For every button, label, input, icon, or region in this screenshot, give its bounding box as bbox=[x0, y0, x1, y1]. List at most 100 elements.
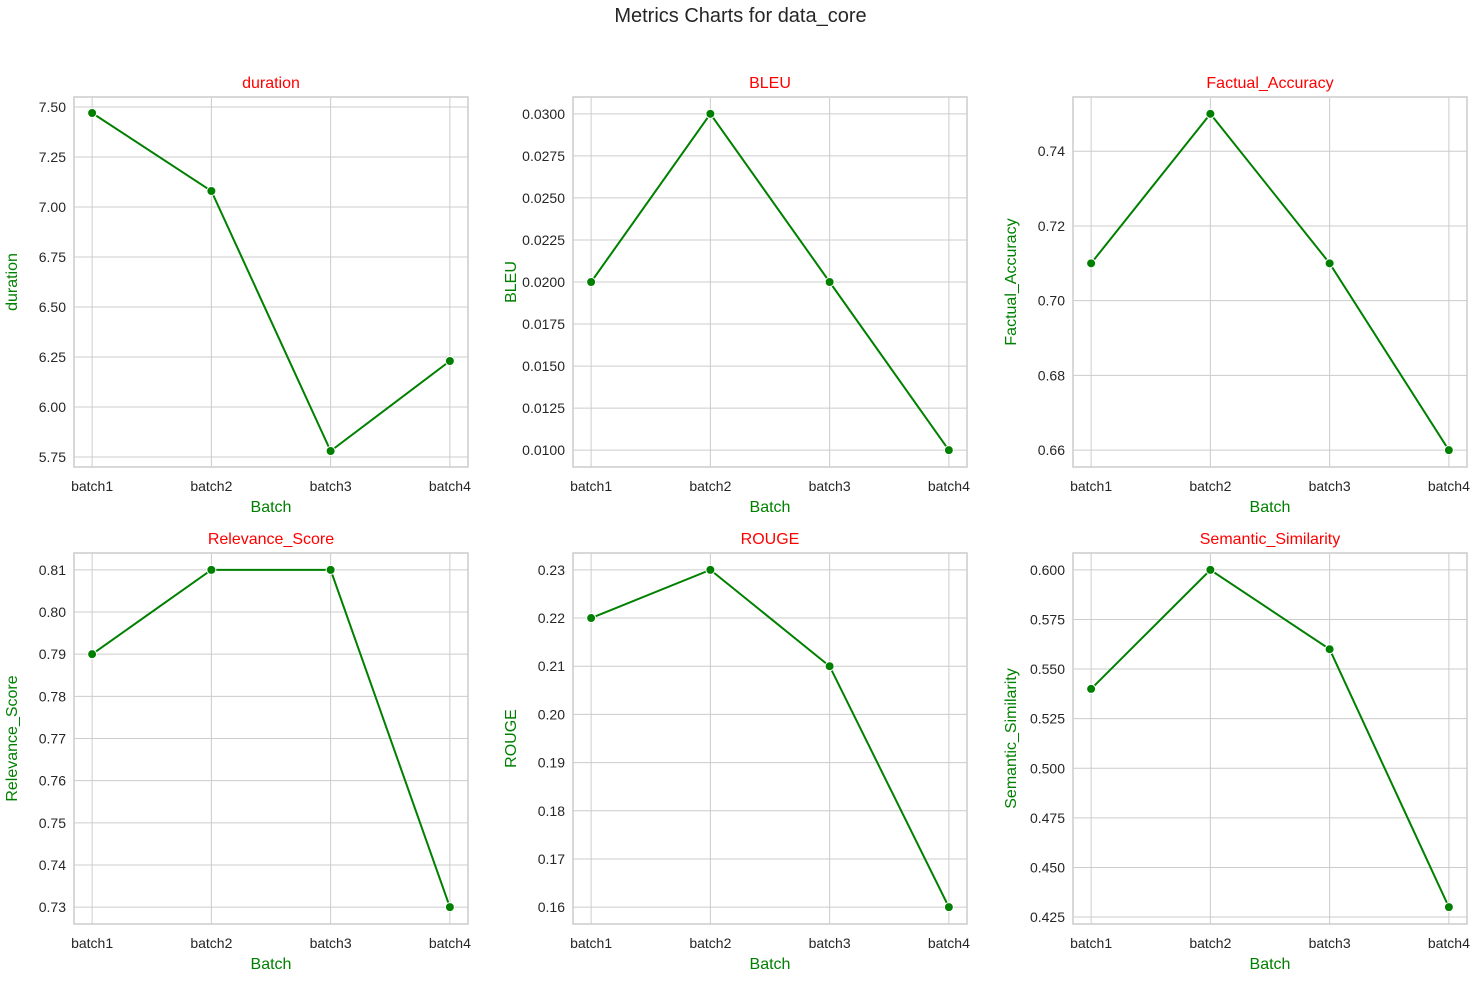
y-tick-label: 0.79 bbox=[39, 646, 66, 662]
data-point bbox=[1443, 902, 1454, 913]
series-line bbox=[1090, 112, 1450, 451]
panel-title: ROUGE bbox=[741, 531, 800, 548]
y-tick-label: 0.525 bbox=[1030, 711, 1065, 727]
series-line bbox=[1090, 568, 1450, 908]
y-tick-label: 0.500 bbox=[1030, 760, 1065, 776]
chart-panel-5: 0.16 0.17 0.18 0.19 0.20 0.21 0.22 0.23 batch1 ba… bbox=[503, 531, 970, 973]
y-tick-label: 0.0200 bbox=[522, 274, 565, 290]
data-point bbox=[1205, 564, 1216, 575]
x-axis-label: Batch bbox=[1250, 956, 1291, 973]
y-tick-label: 0.475 bbox=[1030, 810, 1065, 826]
data-point bbox=[1443, 445, 1454, 456]
y-tick-label: 0.0300 bbox=[522, 106, 565, 122]
y-tick-label: 0.17 bbox=[538, 851, 565, 867]
data-point bbox=[824, 661, 835, 672]
series-line bbox=[91, 112, 451, 453]
y-tick-label: 0.21 bbox=[538, 658, 565, 674]
y-tick-label: 0.70 bbox=[1038, 293, 1065, 309]
y-tick-label: 6.50 bbox=[39, 299, 66, 315]
chart-panel-4: 0.73 0.74 0.75 0.76 0.77 0.78 0.79 0.80 0.81 batc… bbox=[4, 531, 471, 973]
x-axis-label: Batch bbox=[750, 956, 791, 973]
x-tick-label: batch2 bbox=[1189, 478, 1231, 494]
y-tick-label: 0.600 bbox=[1030, 562, 1065, 578]
figure-title: Metrics Charts for data_core bbox=[614, 5, 867, 27]
y-tick-label: 6.00 bbox=[39, 399, 66, 415]
y-axis-label: Semantic_Similarity bbox=[1003, 668, 1020, 808]
x-tick-label: batch1 bbox=[1070, 478, 1112, 494]
y-tick-label: 0.74 bbox=[1038, 143, 1065, 159]
x-tick-label: batch3 bbox=[1309, 478, 1351, 494]
x-tick-label: batch3 bbox=[809, 478, 851, 494]
y-tick-label: 0.0225 bbox=[522, 232, 565, 248]
x-axis-label: Batch bbox=[251, 956, 292, 973]
data-point bbox=[1324, 644, 1335, 655]
y-tick-label: 0.77 bbox=[39, 731, 66, 747]
x-tick-label: batch4 bbox=[928, 478, 970, 494]
x-axis-label: Batch bbox=[1250, 499, 1291, 516]
chart-panel-6: 0.425 0.450 0.475 0.500 0.525 0.550 0.575 0.600… bbox=[1003, 531, 1470, 973]
panel-title: BLEU bbox=[749, 75, 791, 92]
y-tick-label: 7.00 bbox=[39, 199, 66, 215]
data-point bbox=[1086, 258, 1097, 269]
series-line bbox=[590, 112, 950, 451]
y-tick-label: 7.25 bbox=[39, 149, 66, 165]
x-tick-label: batch4 bbox=[429, 935, 471, 951]
x-tick-label: batch4 bbox=[429, 478, 471, 494]
chart-panel-2: 0.0100 0.0125 0.0150 0.0175 0.0200 0.0225 0.02… bbox=[503, 75, 970, 516]
x-tick-label: batch2 bbox=[1189, 935, 1231, 951]
data-point bbox=[325, 564, 336, 575]
y-axis-label: Factual_Accuracy bbox=[1003, 218, 1020, 345]
y-tick-label: 0.78 bbox=[39, 688, 66, 704]
data-point bbox=[87, 108, 98, 118]
plot-frame bbox=[73, 96, 469, 468]
data-point bbox=[943, 902, 954, 913]
x-tick-label: batch4 bbox=[928, 935, 970, 951]
y-tick-label: 0.575 bbox=[1030, 611, 1065, 627]
x-tick-label: batch4 bbox=[1428, 478, 1470, 494]
plot-frame bbox=[1072, 96, 1468, 468]
y-tick-label: 0.75 bbox=[39, 815, 66, 831]
y-tick-label: 0.74 bbox=[39, 857, 66, 873]
data-point bbox=[206, 186, 217, 196]
y-axis-label: Relevance_Score bbox=[4, 675, 21, 801]
x-tick-label: batch2 bbox=[190, 478, 232, 494]
x-tick-label: batch1 bbox=[570, 478, 612, 494]
x-tick-label: batch3 bbox=[1309, 935, 1351, 951]
plot-frame bbox=[73, 552, 469, 925]
data-point bbox=[1205, 108, 1216, 119]
y-axis-label: BLEU bbox=[503, 261, 520, 303]
data-point bbox=[705, 564, 716, 575]
chart-panel-3: 0.66 0.68 0.70 0.72 0.74 batch1 batch2 batch3 ba… bbox=[1003, 75, 1470, 516]
y-tick-label: 0.0175 bbox=[522, 316, 565, 332]
panel-title: Relevance_Score bbox=[208, 531, 334, 548]
chart-panel-1: 5.75 6.00 6.25 6.50 6.75 7.00 7.25 7.50 batch1 ba… bbox=[4, 75, 471, 516]
y-tick-label: 5.75 bbox=[39, 449, 66, 465]
x-tick-label: batch1 bbox=[71, 935, 113, 951]
x-tick-label: batch1 bbox=[570, 935, 612, 951]
y-tick-label: 0.16 bbox=[538, 899, 565, 915]
data-point bbox=[824, 277, 835, 287]
x-tick-label: batch3 bbox=[310, 478, 352, 494]
data-point bbox=[705, 108, 716, 119]
y-tick-label: 0.66 bbox=[1038, 442, 1065, 458]
y-tick-label: 0.73 bbox=[39, 899, 66, 915]
y-tick-label: 0.72 bbox=[1038, 218, 1065, 234]
series-line bbox=[590, 568, 950, 908]
plot-frame bbox=[572, 552, 968, 925]
x-tick-label: batch3 bbox=[310, 935, 352, 951]
data-point bbox=[586, 277, 597, 287]
y-tick-label: 0.76 bbox=[39, 773, 66, 789]
data-point bbox=[586, 613, 597, 624]
x-axis-label: Batch bbox=[251, 499, 292, 516]
data-point bbox=[1086, 683, 1097, 694]
x-tick-label: batch4 bbox=[1428, 935, 1470, 951]
panel-title: Semantic_Similarity bbox=[1200, 531, 1340, 548]
y-tick-label: 0.68 bbox=[1038, 367, 1065, 383]
x-tick-label: batch2 bbox=[689, 935, 731, 951]
y-tick-label: 0.81 bbox=[39, 562, 66, 578]
panel-title: Factual_Accuracy bbox=[1206, 75, 1333, 92]
data-point bbox=[444, 902, 455, 913]
data-point bbox=[206, 564, 217, 575]
